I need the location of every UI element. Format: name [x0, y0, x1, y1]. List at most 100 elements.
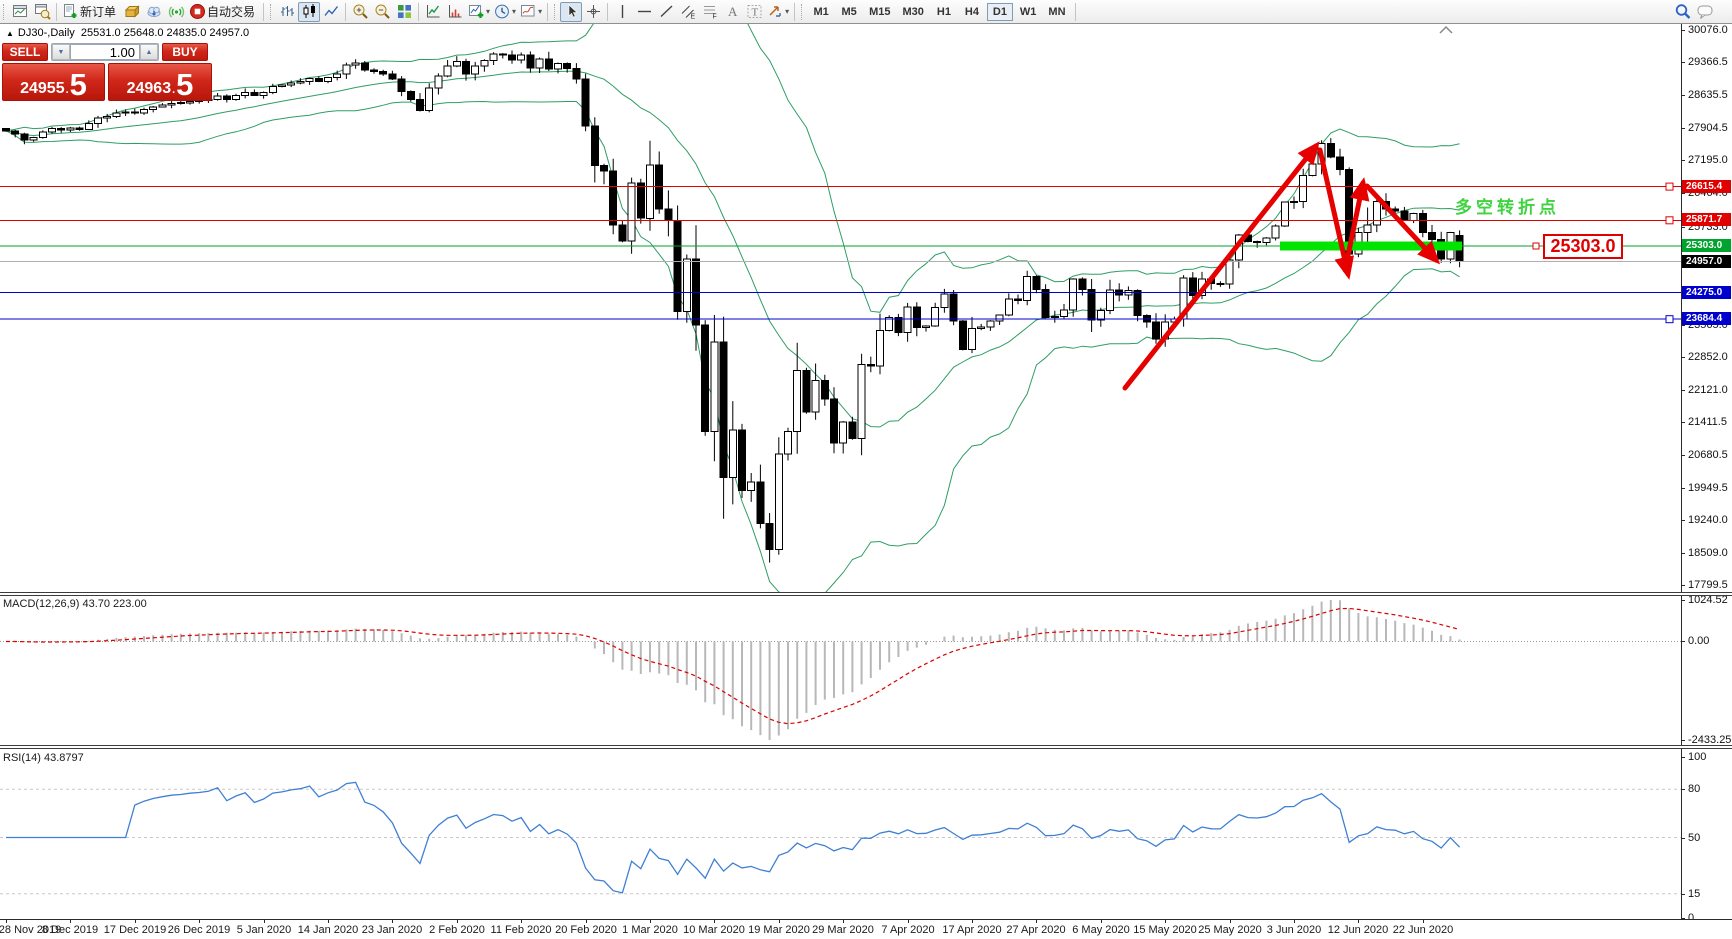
panel-splitter[interactable] [0, 592, 1732, 596]
time-tick-label: 7 Apr 2020 [881, 924, 935, 936]
price-tick-mark [1681, 422, 1685, 423]
line-chart-button[interactable] [320, 2, 342, 22]
indicator-window-button[interactable] [444, 2, 466, 22]
price-tick-label: 17799.5 [1688, 579, 1728, 591]
periods-button[interactable]: ▾ [492, 2, 518, 22]
panel-splitter[interactable] [0, 745, 1732, 749]
trend-arrow[interactable] [1342, 177, 1370, 273]
toolbar-grip [801, 3, 804, 20]
timeframe-m5-button[interactable]: M5 [836, 3, 862, 21]
text-label-button[interactable]: T [743, 2, 765, 22]
price-level-annotation[interactable]: 25303.0 [1543, 234, 1623, 259]
profiles-icon [34, 4, 51, 20]
macd-tick-mark [1681, 740, 1685, 741]
timeframe-h4-button[interactable]: H4 [959, 3, 985, 21]
search-icon [1675, 3, 1691, 19]
arrows-button[interactable]: ▾ [765, 2, 791, 22]
buy-button[interactable]: BUY [162, 43, 208, 61]
chat-button[interactable] [1694, 2, 1718, 22]
bid-price-button[interactable]: 24955. 5 [2, 63, 105, 101]
vertical-line-button[interactable] [611, 2, 633, 22]
time-tick-mark [70, 920, 71, 923]
candles[interactable] [2, 53, 1464, 551]
macd-label: MACD(12,26,9) 43.70 223.00 [3, 598, 147, 610]
price-tick-label: 28635.5 [1688, 89, 1728, 101]
candlestick-chart-button[interactable] [298, 1, 321, 22]
add-indicator-icon [469, 5, 484, 18]
cursor-button[interactable] [560, 1, 583, 22]
timeframe-mn-button[interactable]: MN [1043, 3, 1070, 21]
template-button[interactable]: ▾ [518, 2, 544, 22]
arrows-icon [769, 6, 781, 17]
crosshair-button[interactable] [582, 2, 604, 22]
indicators-button[interactable] [422, 2, 444, 22]
cloud-button[interactable] [143, 2, 165, 22]
horizontal-line-button[interactable] [633, 2, 655, 22]
new-order-icon [64, 4, 77, 18]
price-tick-mark [1681, 455, 1685, 456]
price-axis-border [1681, 24, 1682, 919]
autotrading-label: 自动交易 [207, 5, 256, 19]
new-chart-button[interactable] [9, 2, 31, 22]
line-handle[interactable] [1665, 315, 1674, 324]
horizontal-line-icon [637, 10, 651, 13]
ask-price-button[interactable]: 24963. 5 [108, 63, 212, 101]
new-order-button[interactable]: 新订单 [60, 2, 121, 22]
candle-wicks [5, 50, 1461, 563]
bollinger-band-u[interactable] [5, 24, 1460, 313]
timeframe-m1-button[interactable]: M1 [808, 3, 834, 21]
add-indicator-button[interactable]: ▾ [466, 2, 492, 22]
fibonacci-button[interactable]: F [699, 2, 721, 22]
volume-input[interactable] [70, 44, 140, 60]
volume-increase-button[interactable]: ▲ [140, 44, 158, 60]
time-tick-mark [1294, 920, 1295, 923]
toolbar-grip [554, 3, 557, 20]
bollinger-band-m[interactable] [5, 70, 1460, 428]
support-highlight-bar[interactable] [1280, 241, 1462, 251]
rsi-scale-label: 50 [1688, 832, 1701, 844]
timeframe-h1-button[interactable]: H1 [931, 3, 957, 21]
trend-arrow[interactable] [1122, 141, 1320, 391]
turning-point-annotation[interactable]: 多空转折点 [1455, 198, 1560, 217]
trend-arrow[interactable] [1364, 183, 1441, 265]
timeframe-w1-button[interactable]: W1 [1015, 3, 1042, 21]
time-tick-mark [392, 920, 393, 923]
price-tick-label: 21411.5 [1688, 416, 1727, 428]
chart-shift-marker-icon[interactable] [1439, 25, 1453, 34]
timeframe-d1-button[interactable]: D1 [986, 2, 1013, 21]
bar-chart-button[interactable] [276, 2, 298, 22]
macd-panel[interactable] [0, 596, 1681, 745]
line-handle[interactable] [1532, 242, 1540, 250]
search-button[interactable] [1672, 2, 1694, 22]
rsi-panel[interactable] [0, 749, 1681, 919]
signals-button[interactable] [165, 2, 187, 22]
ask-price-main: 24963 [126, 80, 172, 97]
bollinger-band-l[interactable] [5, 100, 1460, 593]
main-price-chart[interactable] [0, 24, 1681, 592]
sell-button[interactable]: SELL [2, 43, 48, 61]
timeframe-m15-button[interactable]: M15 [864, 3, 895, 21]
equidistant-channel-button[interactable]: E [677, 2, 699, 22]
rsi-label: RSI(14) 43.8797 [3, 752, 84, 764]
trend-arrow[interactable] [1317, 147, 1355, 280]
volume-decrease-button[interactable]: ▼ [52, 44, 70, 60]
autotrading-button[interactable]: 自动交易 [187, 2, 260, 22]
zoom-out-button[interactable] [371, 2, 393, 22]
profiles-button[interactable] [31, 2, 53, 22]
rsi-tick-mark [1681, 757, 1685, 758]
price-tick-label: 27904.5 [1688, 122, 1728, 134]
time-tick-label: 8 Dec 2019 [41, 924, 99, 936]
time-tick-mark [521, 920, 522, 923]
text-button[interactable]: A [721, 2, 743, 22]
market-button[interactable] [121, 2, 143, 22]
zoom-in-button[interactable] [349, 2, 371, 22]
chevron-down-icon: ▼ [57, 48, 65, 56]
line-handle[interactable] [1665, 216, 1674, 225]
price-line-label: 25871.7 [1682, 213, 1731, 226]
timeframe-m30-button[interactable]: M30 [898, 3, 929, 21]
tile-windows-button[interactable] [393, 2, 415, 22]
trendline-button[interactable] [655, 2, 677, 22]
time-axis[interactable]: 28 Nov 2019 8 Dec 2019 17 Dec 2019 26 Dec 2… [0, 919, 1732, 939]
line-handle[interactable] [1665, 182, 1674, 191]
